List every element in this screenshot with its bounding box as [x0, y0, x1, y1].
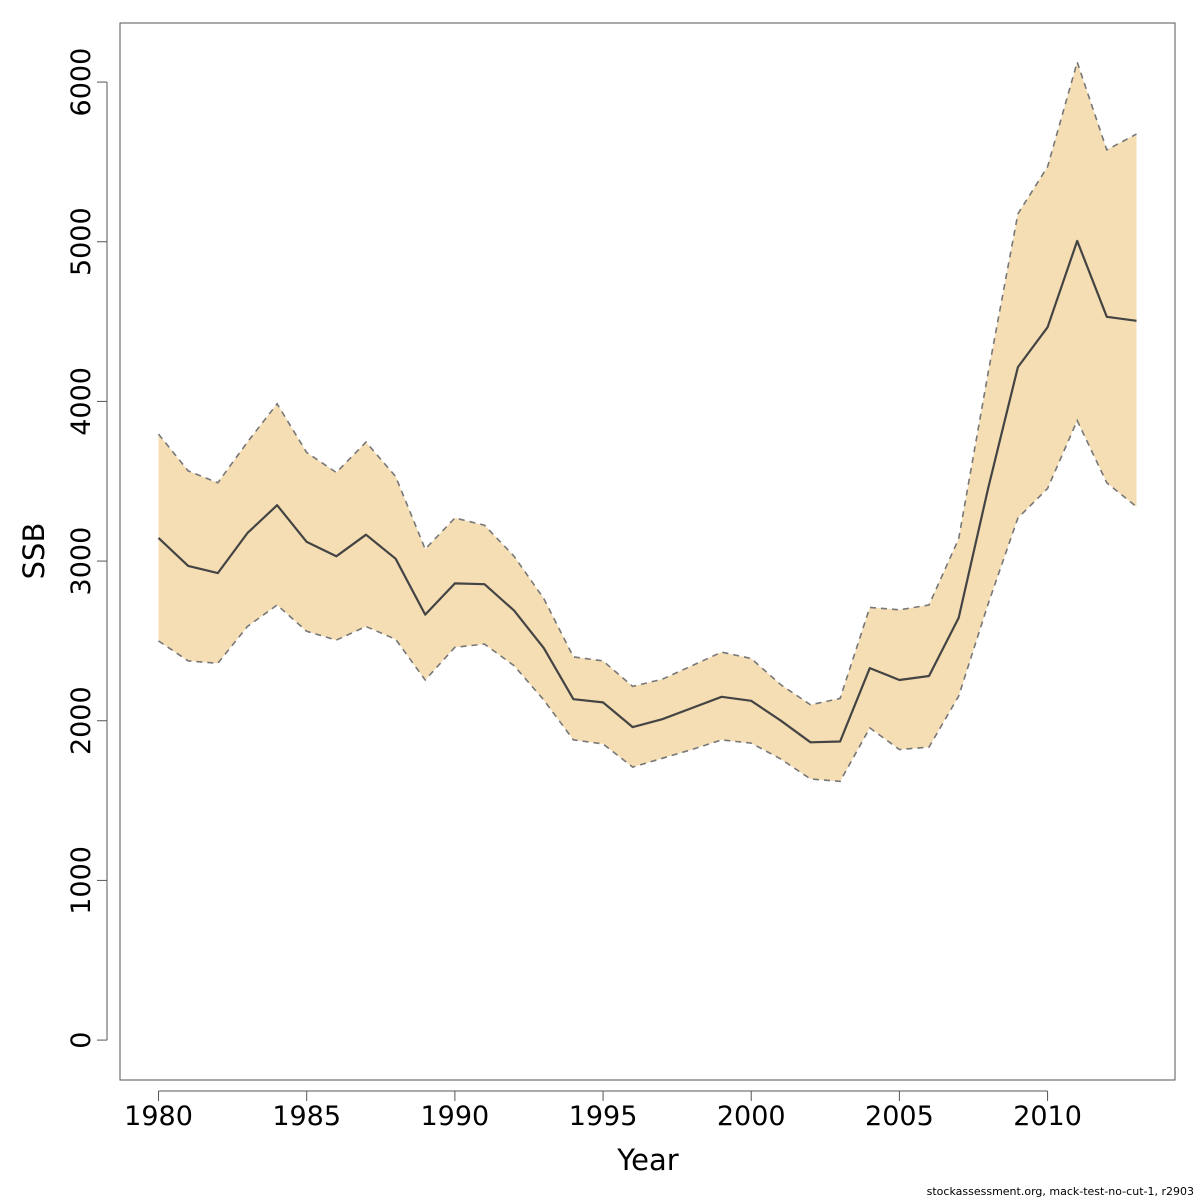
ssb-estimate-line	[157, 239, 1137, 744]
y-axis-title: SSB	[17, 523, 51, 580]
x-tick-label: 2010	[1013, 1101, 1082, 1132]
x-tick-label: 1985	[272, 1101, 341, 1132]
x-tick-label: 2000	[717, 1101, 786, 1132]
x-axis: 1980 1985 1990 1995 2000 2005 2010	[124, 1090, 1082, 1132]
y-tick-label: 6000	[66, 48, 97, 117]
y-tick-label: 1000	[66, 846, 97, 915]
confidence-band	[158, 62, 1137, 782]
x-tick-label: 1980	[124, 1101, 193, 1132]
plot-frame	[119, 22, 1176, 1081]
x-axis-title: Year	[616, 1143, 678, 1177]
x-tick-label: 2005	[865, 1101, 934, 1132]
y-tick-label: 2000	[66, 686, 97, 755]
y-tick-label: 5000	[66, 207, 97, 276]
x-tick-label: 1995	[569, 1101, 638, 1132]
y-axis: 0 1000 2000 3000 4000 5000 6000	[66, 48, 108, 1049]
y-tick-label: 4000	[66, 367, 97, 436]
y-tick-label: 3000	[66, 527, 97, 596]
footer-credit: stockassessment.org, mack-test-no-cut-1,…	[926, 1185, 1194, 1198]
y-tick-label: 0	[66, 1032, 97, 1049]
x-tick-label: 1990	[421, 1101, 490, 1132]
